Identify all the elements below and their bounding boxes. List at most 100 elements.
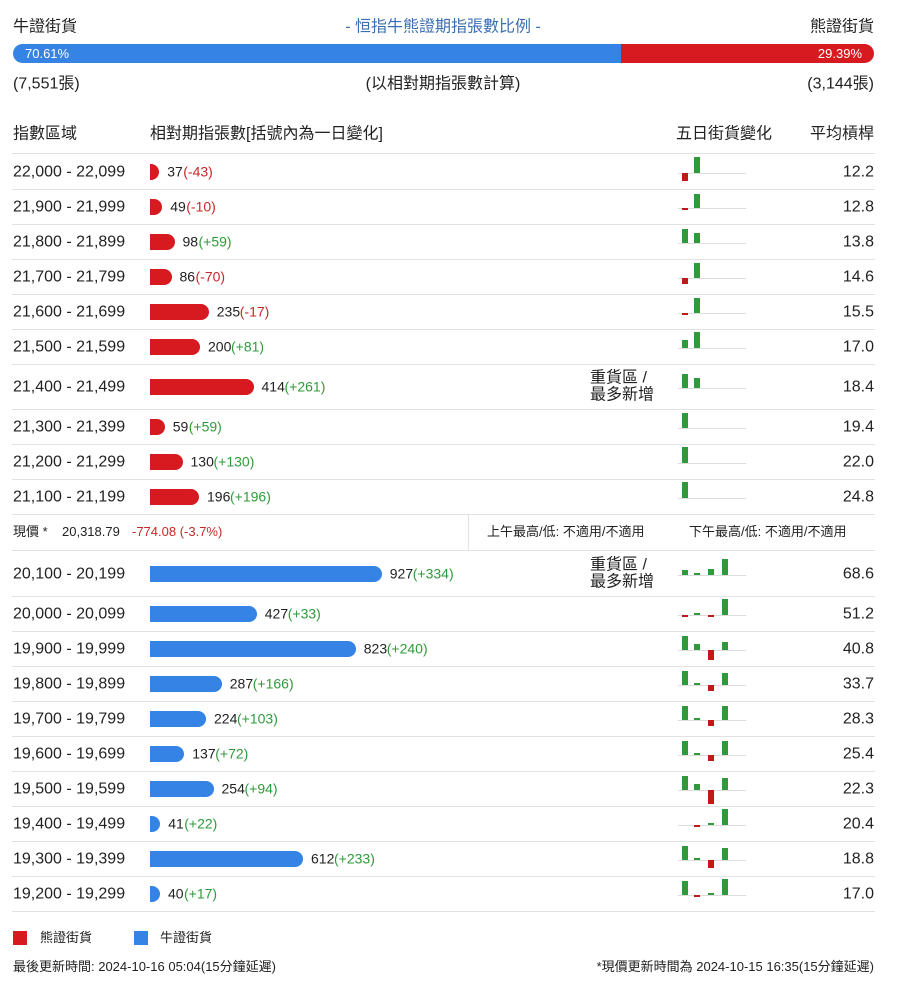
mini-baseline [678,387,746,389]
five-day-bar [708,789,714,804]
note: 重貨區 / [590,555,647,573]
count: 287 [229,675,254,692]
count: 137 [192,745,216,762]
five-day-bar [682,740,688,755]
range: 19,500 - 19,599 [13,779,126,797]
range: 21,100 - 21,199 [13,487,126,505]
divider [12,876,875,877]
leverage: 22.0 [842,452,874,470]
change: (+94) [244,780,278,797]
range: 19,300 - 19,399 [13,849,126,867]
divider [12,364,875,365]
change: (+81) [231,338,265,355]
change: (+240) [386,640,428,657]
count: 823 [363,640,388,657]
mini-baseline [678,277,746,279]
change: (+130) [213,453,255,470]
five-day-bar [694,643,700,650]
divider [12,409,875,410]
five-day-bar [682,339,688,348]
divider [12,911,875,912]
count: 200 [208,338,232,355]
leverage: 18.8 [842,849,874,867]
five-day-bar [708,684,714,691]
five-day-bar [682,670,688,685]
five-day-bar [722,878,728,895]
five-day-bar [722,641,728,650]
column-header: 指數區域 [13,125,78,143]
current-change: -774.08 (-3.7%) [132,524,223,540]
mini-baseline [678,427,746,429]
count: 196 [207,488,231,505]
five-day-bar [694,572,700,575]
divider [12,153,875,154]
count-bar [150,780,214,797]
count: 41 [168,815,184,832]
range: 19,400 - 19,499 [13,814,126,832]
divider [12,329,875,330]
range: 19,700 - 19,799 [13,709,126,727]
five-day-bar [682,228,688,243]
leverage: 33.7 [842,674,874,692]
range: 20,000 - 20,099 [13,604,126,622]
count-bar [150,640,356,657]
count-bar [150,605,257,622]
count: 224 [214,710,238,727]
range: 19,200 - 19,299 [13,884,126,902]
bear-pct: 29.39% [817,46,862,62]
five-day-bar [708,649,714,660]
divider [12,514,875,515]
five-day-bar [694,262,700,278]
count: 49 [170,198,186,215]
mini-baseline [678,312,746,314]
basis: (以相對期指張數計算) [365,75,521,93]
mini-baseline [678,172,746,174]
leverage: 19.4 [842,417,874,435]
five-day-bar [682,277,688,284]
bull-pct: 70.61% [25,46,70,62]
divider [12,294,875,295]
price-note: *現價更新時間為 2024-10-15 16:35(15分鐘延遲) [596,959,874,975]
five-day-bar [682,481,688,498]
bear-ratio-bar [620,44,874,63]
change: (+196) [230,488,271,505]
five-day-bar [682,412,688,428]
count: 927 [389,565,414,582]
five-day-bar [722,740,728,755]
five-day-bar [694,752,700,755]
legend-swatch [134,931,148,945]
five-day-bar [722,558,728,575]
five-day-bar [694,232,700,243]
change: (+33) [287,605,321,622]
count: 235 [216,303,241,320]
five-day-bar [682,880,688,895]
change: (-70) [195,268,226,285]
change: (+334) [412,565,454,582]
five-day-bar [694,377,700,388]
count: 414 [261,378,285,395]
divider [12,596,875,597]
count: 86 [179,268,196,285]
count: 40 [168,885,184,902]
leverage: 28.3 [842,709,874,727]
five-day-bar [694,156,700,173]
divider [12,666,875,667]
five-day-bar [682,845,688,860]
divider [12,444,875,445]
change: (-10) [186,198,216,215]
count: 59 [172,418,189,435]
change: (+59) [188,418,222,435]
count-bar [150,303,209,320]
five-day-bar [682,446,688,463]
leverage: 15.5 [842,302,874,320]
count: 37 [167,163,183,180]
leverage: 40.8 [842,639,874,657]
five-day-bar [682,705,688,720]
divider [12,736,875,737]
range: 21,300 - 21,399 [13,417,126,435]
range: 19,600 - 19,699 [13,744,126,762]
mini-baseline [678,574,746,576]
leverage: 20.4 [842,814,874,832]
pm-range: 下午最高/低: 不適用/不適用 [689,524,847,540]
five-day-bar [708,614,714,617]
